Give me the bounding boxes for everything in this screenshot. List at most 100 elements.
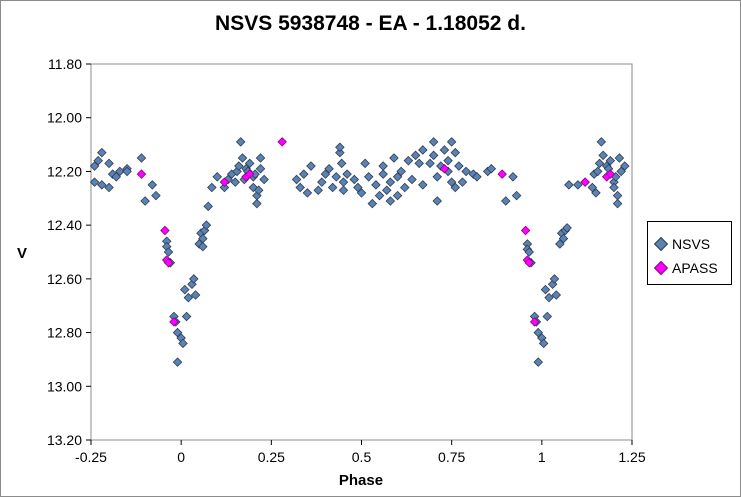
- data-point-nsvs: [104, 158, 114, 169]
- data-point-nsvs: [317, 177, 327, 187]
- data-point-nsvs: [140, 196, 150, 206]
- data-point-nsvs: [450, 182, 461, 193]
- data-point-nsvs: [562, 223, 572, 233]
- data-point-nsvs: [620, 161, 630, 171]
- data-point-nsvs: [454, 161, 464, 171]
- x-axis-title: Phase: [339, 472, 383, 489]
- data-point-nsvs: [122, 166, 132, 177]
- data-point-nsvs: [544, 292, 554, 303]
- data-point-nsvs: [511, 190, 522, 201]
- data-point-apass: [219, 177, 230, 187]
- x-tick-label: 0.25: [258, 449, 285, 465]
- x-tick-label: 1.25: [618, 449, 645, 465]
- data-point-nsvs: [425, 158, 435, 169]
- data-point-nsvs: [594, 158, 605, 169]
- data-point-nsvs: [180, 284, 190, 295]
- data-point-nsvs: [151, 190, 161, 201]
- legend-item-apass: APASS: [653, 258, 718, 278]
- y-tick-label: 12.20: [47, 163, 82, 179]
- data-point-nsvs: [111, 172, 122, 182]
- data-point-nsvs: [461, 166, 471, 177]
- data-point-nsvs: [363, 172, 374, 182]
- data-point-nsvs: [89, 161, 100, 171]
- data-point-nsvs: [198, 241, 208, 252]
- data-point-nsvs: [446, 137, 457, 147]
- data-point-nsvs: [432, 196, 443, 206]
- data-point-nsvs: [432, 172, 443, 182]
- legend-marker-nsvs: [653, 236, 669, 252]
- data-point-nsvs: [378, 169, 388, 179]
- legend-item-nsvs: NSVS: [653, 234, 710, 254]
- data-point-nsvs: [508, 172, 518, 182]
- data-point-apass: [277, 137, 287, 147]
- data-point-nsvs: [410, 150, 421, 161]
- data-point-apass: [136, 169, 147, 179]
- data-point-nsvs: [104, 182, 114, 193]
- x-tick-label: 0: [177, 449, 185, 465]
- data-point-nsvs: [235, 137, 246, 147]
- data-point-nsvs: [472, 172, 482, 182]
- data-point-nsvs: [385, 177, 396, 187]
- x-tick-label: 0.5: [352, 449, 372, 465]
- data-point-nsvs: [551, 290, 562, 300]
- data-point-apass: [497, 169, 507, 179]
- y-tick-label: 11.80: [48, 56, 82, 72]
- data-point-nsvs: [107, 169, 118, 179]
- data-point-nsvs: [201, 220, 212, 230]
- data-point-apass: [605, 169, 616, 179]
- data-point-nsvs: [147, 180, 158, 190]
- data-point-nsvs: [428, 150, 439, 161]
- data-point-nsvs: [259, 174, 269, 185]
- data-point-nsvs: [212, 172, 222, 182]
- y-tick-label: 12.00: [47, 110, 82, 126]
- data-point-nsvs: [338, 185, 349, 195]
- y-tick-label: 12.80: [47, 325, 82, 341]
- data-point-nsvs: [592, 166, 603, 177]
- series-apass: [136, 137, 616, 327]
- data-point-nsvs: [609, 182, 619, 193]
- data-point-nsvs: [558, 233, 569, 244]
- data-point-nsvs: [378, 161, 388, 171]
- data-point-nsvs: [349, 174, 360, 185]
- x-tick-label: -0.25: [75, 449, 107, 465]
- data-point-nsvs: [320, 169, 331, 179]
- data-point-nsvs: [446, 177, 457, 187]
- y-tick-label: 12.60: [47, 271, 82, 287]
- data-point-nsvs: [306, 161, 316, 171]
- data-points: [89, 137, 630, 367]
- data-point-nsvs: [187, 279, 197, 289]
- data-point-nsvs: [533, 327, 543, 338]
- data-point-nsvs: [549, 274, 560, 284]
- data-point-nsvs: [219, 182, 230, 193]
- data-point-nsvs: [564, 180, 574, 190]
- data-point-nsvs: [181, 311, 192, 322]
- data-point-apass: [244, 169, 255, 179]
- data-point-nsvs: [360, 158, 370, 169]
- x-axis: -0.25 0 0.25 0.5 0.75 1 1.25: [75, 440, 646, 465]
- data-point-nsvs: [255, 163, 266, 174]
- data-point-nsvs: [163, 247, 174, 257]
- data-point-nsvs: [252, 198, 262, 209]
- data-point-nsvs: [418, 180, 428, 190]
- data-point-nsvs: [327, 182, 338, 193]
- data-point-nsvs: [178, 338, 188, 349]
- y-axis-title: V: [17, 245, 27, 262]
- data-point-nsvs: [172, 327, 183, 338]
- data-point-nsvs: [612, 198, 623, 209]
- data-point-nsvs: [335, 142, 345, 153]
- data-point-nsvs: [540, 284, 551, 295]
- y-tick-label: 12.40: [47, 217, 82, 233]
- data-point-nsvs: [237, 153, 248, 163]
- chart-title: NSVS 5938748 - EA - 1.18052 d.: [215, 12, 526, 35]
- data-point-nsvs: [302, 188, 313, 198]
- data-point-apass: [520, 225, 531, 236]
- data-point-nsvs: [255, 153, 266, 163]
- data-point-nsvs: [115, 166, 125, 177]
- data-point-nsvs: [501, 196, 511, 206]
- data-point-nsvs: [342, 169, 352, 179]
- legend: NSVS APASS: [647, 221, 732, 285]
- data-point-nsvs: [93, 155, 103, 166]
- data-point-nsvs: [385, 196, 396, 206]
- data-point-nsvs: [439, 145, 450, 155]
- data-point-nsvs: [189, 274, 199, 284]
